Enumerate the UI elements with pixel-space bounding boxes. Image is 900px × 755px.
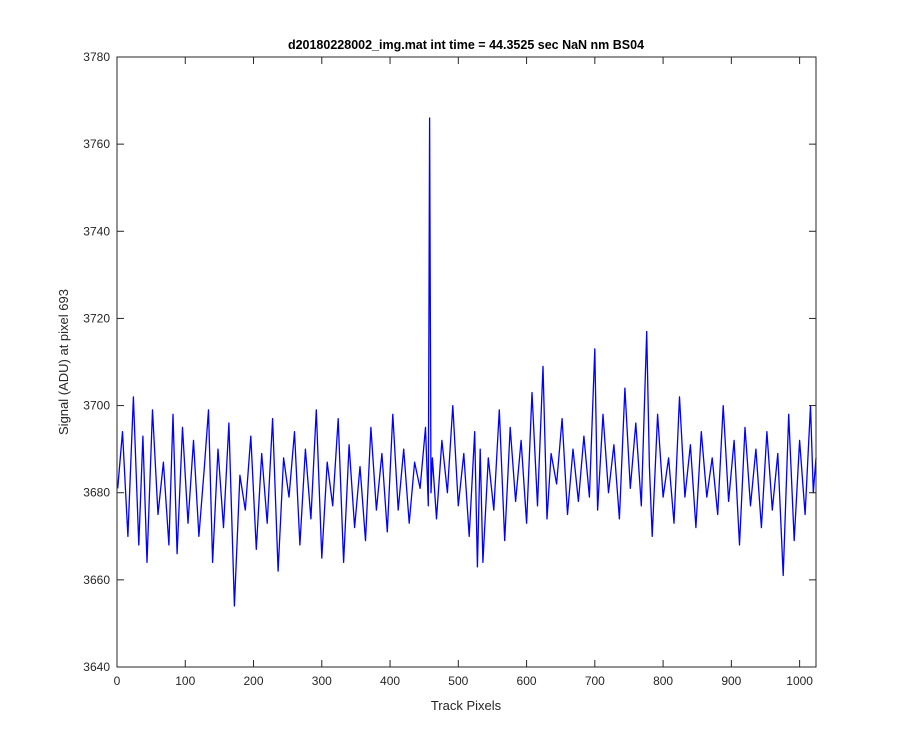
y-tick-label: 3740 — [83, 224, 110, 238]
y-tick-label: 3780 — [83, 50, 110, 64]
y-tick-label: 3680 — [83, 486, 110, 500]
x-tick-label: 800 — [653, 674, 673, 688]
x-tick-label: 600 — [517, 674, 537, 688]
plot-area-border — [116, 56, 817, 668]
x-tick-label: 100 — [175, 674, 195, 688]
series-line-0 — [117, 117, 817, 607]
x-tick-label: 300 — [312, 674, 332, 688]
x-axis-label: Track Pixels — [431, 698, 502, 713]
series-layer — [117, 117, 817, 607]
x-tick-label: 900 — [721, 674, 741, 688]
y-tick-label: 3700 — [83, 399, 110, 413]
x-tick-label: 1000 — [786, 674, 813, 688]
plot-area-background — [117, 57, 816, 667]
x-tick-label: 400 — [380, 674, 400, 688]
y-tick-label: 3720 — [83, 311, 110, 325]
y-tick-label: 3640 — [83, 660, 110, 674]
y-tick-label: 3760 — [83, 137, 110, 151]
chart-title: d20180228002_img.mat int time = 44.3525 … — [288, 38, 644, 52]
x-tick-label: 0 — [114, 674, 121, 688]
x-tick-label: 700 — [585, 674, 605, 688]
tick-layer: 0 100 200 300 400 500 600 700 800 900 1000 3640 3660… — [83, 50, 816, 688]
y-axis-label: Signal (ADU) at pixel 693 — [56, 289, 71, 435]
x-tick-label: 500 — [448, 674, 468, 688]
y-tick-label: 3660 — [83, 573, 110, 587]
x-tick-label: 200 — [244, 674, 264, 688]
